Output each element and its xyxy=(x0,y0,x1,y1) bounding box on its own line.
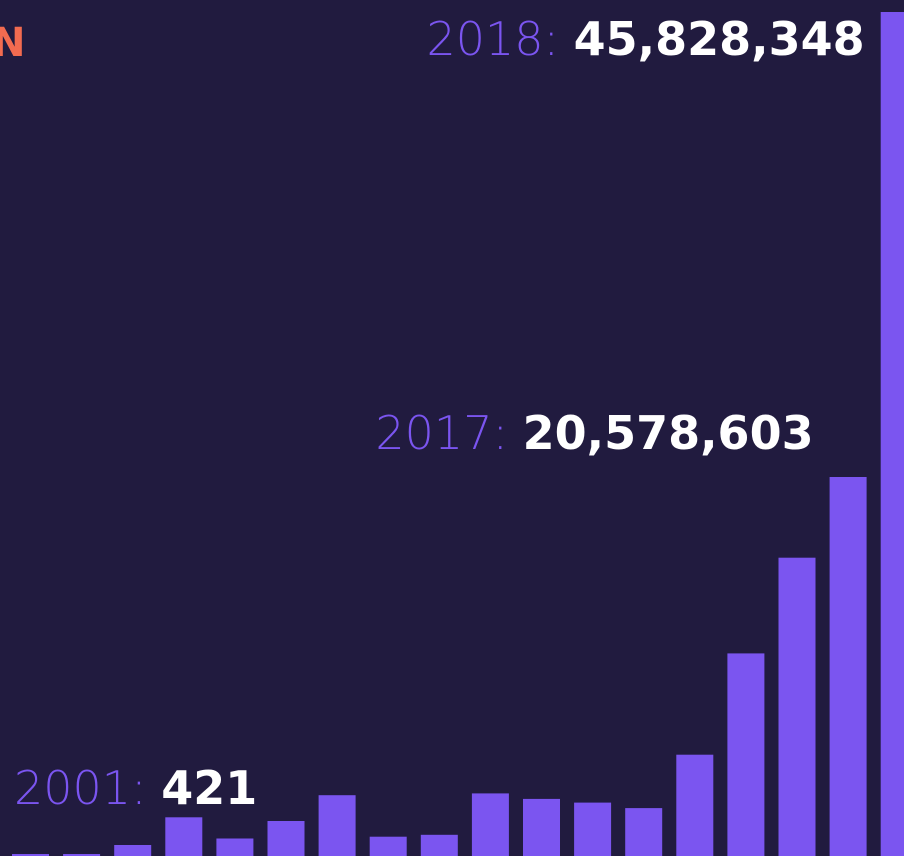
bar-2018 xyxy=(880,12,904,856)
annotation-year-2017: 2017: xyxy=(375,406,522,460)
bar-2006 xyxy=(267,821,305,856)
bar-2010 xyxy=(471,793,509,856)
bar-2017 xyxy=(829,477,867,856)
bar-2011 xyxy=(523,798,560,856)
bar-2008 xyxy=(369,836,407,856)
bar-2005 xyxy=(216,838,254,856)
annotation-value-2018: 45,828,348 xyxy=(574,12,865,66)
annotation-value-2017: 20,578,603 xyxy=(523,406,814,460)
bar-2016 xyxy=(778,557,816,856)
bar-2015 xyxy=(727,653,765,856)
bar-2013 xyxy=(625,808,663,856)
bar-2007 xyxy=(318,795,356,856)
annotation-2017: 2017: 20,578,603 xyxy=(375,406,813,460)
annotation-2018: 2018: 45,828,348 xyxy=(426,12,864,66)
annotation-value-2001: 421 xyxy=(161,761,257,815)
annotation-year-2018: 2018: xyxy=(426,12,573,66)
annotation-labels: 2001: 421 2017: 20,578,603 2018: 45,828,34… xyxy=(14,12,865,815)
bar-2002 xyxy=(63,854,101,856)
corner-mark-text: N xyxy=(0,20,25,66)
bar-2012 xyxy=(574,802,612,856)
bar-2014 xyxy=(676,754,714,856)
bar-2004 xyxy=(165,817,203,856)
annotation-year-2001: 2001: xyxy=(14,761,161,815)
bar-2003 xyxy=(114,845,152,856)
bar-2009 xyxy=(420,834,458,856)
bar-2001 xyxy=(12,854,49,856)
annotation-2001: 2001: 421 xyxy=(14,761,257,815)
bars-group xyxy=(12,12,904,856)
